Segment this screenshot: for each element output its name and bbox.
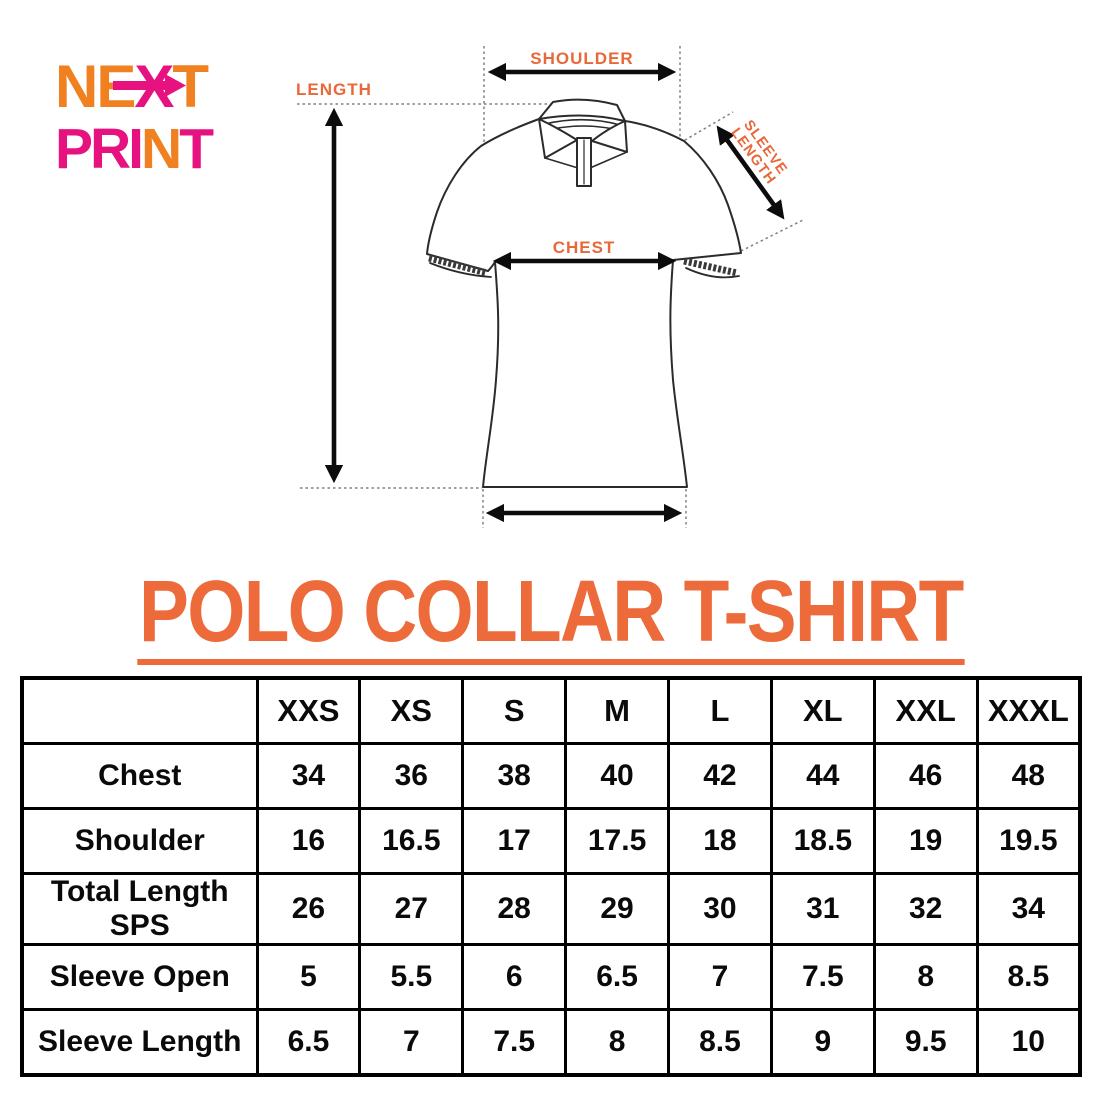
size-chart-header-row: XXS XS S M L XL XXL XXXL bbox=[20, 676, 1082, 745]
cell: 7.5 bbox=[769, 943, 876, 1011]
cell: 19 bbox=[872, 807, 979, 875]
table-row: Shoulder 16 16.5 17 17.5 18 18.5 19 19.5 bbox=[20, 807, 1082, 875]
cell: 17 bbox=[461, 807, 568, 875]
row-label: Total Length SPS bbox=[20, 872, 259, 946]
cell: 28 bbox=[461, 872, 568, 946]
cell: 10 bbox=[975, 1008, 1082, 1077]
cell: 5 bbox=[255, 943, 362, 1011]
cell: 32 bbox=[872, 872, 979, 946]
cell: 27 bbox=[358, 872, 465, 946]
cell: 16 bbox=[255, 807, 362, 875]
sleeve-length-dimension-arrow bbox=[716, 125, 785, 220]
cell: 18.5 bbox=[769, 807, 876, 875]
table-row: Sleeve Length 6.5 7 7.5 8 8.5 9 9.5 10 bbox=[20, 1008, 1082, 1077]
cell: 18 bbox=[667, 807, 773, 875]
cell: 44 bbox=[769, 742, 876, 810]
column-header: L bbox=[667, 676, 773, 745]
column-header: M bbox=[564, 676, 670, 745]
cell: 7 bbox=[667, 943, 773, 1011]
page-title: POLO COLLAR T-SHIRT bbox=[137, 568, 964, 665]
cell: 29 bbox=[564, 872, 670, 946]
cell: 17.5 bbox=[564, 807, 670, 875]
row-label: Sleeve Length bbox=[20, 1008, 259, 1077]
shoulder-label: SHOULDER bbox=[530, 49, 633, 68]
cell: 8 bbox=[564, 1008, 670, 1077]
dotted-guide-lines bbox=[297, 46, 804, 528]
collar-band bbox=[538, 98, 626, 122]
shirt-body-outline bbox=[426, 113, 742, 488]
cell: 46 bbox=[872, 742, 979, 810]
column-header: XXL bbox=[872, 676, 979, 745]
cell: 9.5 bbox=[872, 1008, 979, 1077]
cell: 7.5 bbox=[461, 1008, 568, 1077]
table-row: Chest 34 36 38 40 42 44 46 48 bbox=[20, 742, 1082, 810]
cell: 40 bbox=[564, 742, 670, 810]
cell: 48 bbox=[975, 742, 1082, 810]
cell: 5.5 bbox=[358, 943, 465, 1011]
cell: 16.5 bbox=[358, 807, 465, 875]
table-row: Sleeve Open 5 5.5 6 6.5 7 7.5 8 8.5 bbox=[20, 943, 1082, 1011]
cell: 34 bbox=[975, 872, 1082, 946]
cell: 31 bbox=[769, 872, 876, 946]
cell: 34 bbox=[255, 742, 362, 810]
cell: 8 bbox=[872, 943, 979, 1011]
corner-cell bbox=[20, 676, 259, 745]
next-print-logo: NEXT PRINT bbox=[55, 55, 217, 180]
cell: 26 bbox=[255, 872, 362, 946]
column-header: S bbox=[461, 676, 568, 745]
column-header: XS bbox=[358, 676, 465, 745]
cuff-stripes bbox=[428, 254, 738, 277]
cell: 8.5 bbox=[667, 1008, 773, 1077]
length-label: LENGTH bbox=[296, 80, 372, 99]
cell: 7 bbox=[358, 1008, 465, 1077]
size-chart-table: XXS XS S M L XL XXL XXXL Chest 34 36 38 … bbox=[20, 676, 1082, 1077]
polo-measurement-diagram: LENGTH SHOULDER CHEST SLEEVE LENGTH bbox=[296, 46, 804, 528]
logo-arrow-icon bbox=[113, 74, 186, 97]
cell: 19.5 bbox=[975, 807, 1082, 875]
cell: 36 bbox=[358, 742, 465, 810]
cell: 6.5 bbox=[255, 1008, 362, 1077]
cell: 9 bbox=[769, 1008, 876, 1077]
cell: 30 bbox=[667, 872, 773, 946]
table-row: Total Length SPS 26 27 28 29 30 31 32 34 bbox=[20, 872, 1082, 946]
column-header: XXS bbox=[255, 676, 362, 745]
title-block: POLO COLLAR T-SHIRT bbox=[0, 568, 1101, 665]
cell: 8.5 bbox=[975, 943, 1082, 1011]
row-label: Chest bbox=[20, 742, 259, 810]
column-header: XL bbox=[769, 676, 876, 745]
cell: 6.5 bbox=[564, 943, 670, 1011]
cell: 42 bbox=[667, 742, 773, 810]
column-header: XXXL bbox=[975, 676, 1082, 745]
polo-shirt-drawing bbox=[426, 98, 742, 488]
row-label: Shoulder bbox=[20, 807, 259, 875]
cell: 38 bbox=[461, 742, 568, 810]
cell: 6 bbox=[461, 943, 568, 1011]
row-label: Sleeve Open bbox=[20, 943, 259, 1011]
logo-word-print: PRINT bbox=[55, 117, 214, 180]
chest-label: CHEST bbox=[553, 238, 616, 257]
